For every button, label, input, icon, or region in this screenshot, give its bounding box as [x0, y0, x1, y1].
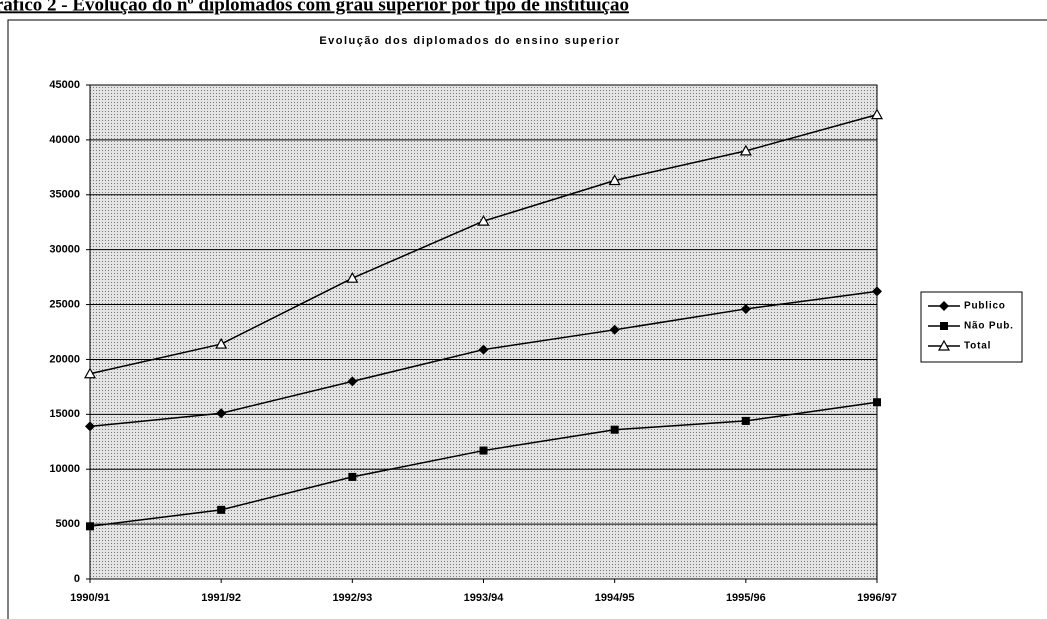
legend — [920, 291, 1023, 363]
x-tick-label: 1991/92 — [201, 592, 241, 604]
chart-title: Evolução dos diplomados do ensino superi… — [319, 35, 620, 47]
y-tick-label: 15000 — [49, 408, 80, 420]
marker — [939, 301, 949, 311]
marker — [873, 398, 881, 407]
marker — [872, 286, 882, 297]
x-tick-label: 1993/94 — [464, 592, 505, 604]
marker — [741, 416, 750, 425]
y-tick-label: 5000 — [56, 518, 80, 530]
marker — [215, 337, 228, 349]
y-tick-label: 40000 — [49, 134, 80, 146]
marker — [86, 522, 94, 531]
y-tick-label: 20000 — [49, 353, 80, 365]
y-tick-label: 25000 — [49, 298, 80, 310]
marker — [870, 108, 884, 120]
marker — [348, 472, 357, 481]
legend-label: Publico — [964, 301, 1006, 312]
marker — [478, 344, 489, 355]
marker — [937, 339, 951, 351]
heading: Gráfico 2 - Evolução do nº diplomados co… — [0, 0, 629, 15]
x-tick-label: 1990/91 — [70, 592, 110, 604]
legend-label: Não Pub. — [964, 321, 1014, 332]
marker — [740, 303, 751, 314]
chart-frame — [7, 19, 1047, 619]
marker — [609, 324, 620, 335]
marker — [608, 174, 621, 186]
marker — [479, 446, 488, 455]
marker — [83, 367, 97, 379]
marker — [940, 322, 948, 330]
marker — [739, 144, 752, 156]
marker — [610, 425, 619, 434]
x-tick-label: 1992/93 — [332, 592, 372, 604]
marker — [346, 271, 359, 283]
y-tick-label: 0 — [74, 573, 80, 585]
marker — [216, 408, 227, 419]
marker — [347, 376, 358, 387]
y-tick-label: 30000 — [49, 244, 80, 256]
x-tick-label: 1994/95 — [595, 592, 635, 604]
legend-label: Total — [964, 341, 991, 352]
plot-area — [89, 84, 878, 580]
x-tick-label: 1996/97 — [857, 592, 897, 604]
marker — [85, 421, 95, 432]
y-tick-label: 10000 — [49, 463, 80, 475]
y-tick-label: 35000 — [49, 189, 80, 201]
y-tick-label: 45000 — [49, 79, 80, 91]
x-tick-label: 1995/96 — [726, 592, 766, 604]
marker — [217, 505, 226, 514]
marker — [477, 214, 490, 226]
